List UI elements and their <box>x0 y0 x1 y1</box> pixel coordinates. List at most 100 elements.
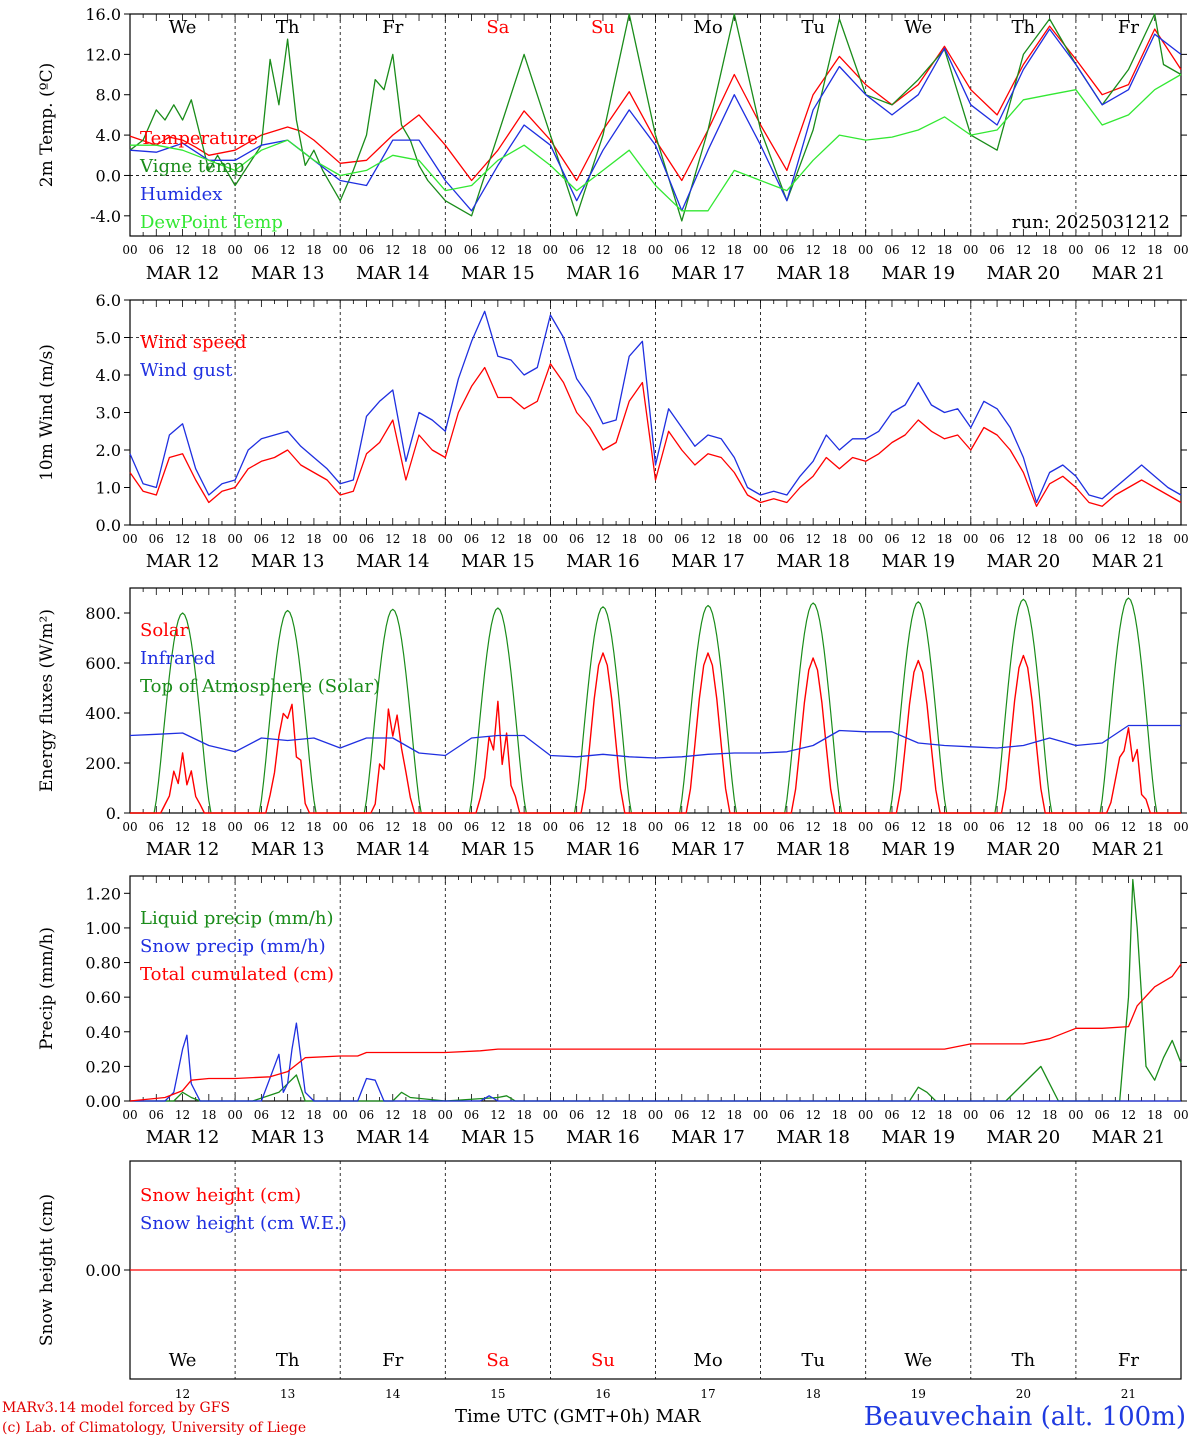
hour-tick-label: 18 <box>622 243 637 257</box>
hour-tick-label: 12 <box>806 243 821 257</box>
hour-tick-label: 06 <box>359 820 374 834</box>
legend-entry: Humidex <box>140 184 222 205</box>
y-tick-label: 0.00 <box>85 1261 121 1280</box>
date-label: MAR 14 <box>356 839 430 860</box>
date-label: MAR 21 <box>1092 839 1166 860</box>
legend-entry: Liquid precip (mm/h) <box>140 908 334 929</box>
day-number-label: 19 <box>911 1387 926 1401</box>
hour-tick-label: 18 <box>937 820 952 834</box>
weekday-label-bottom: We <box>904 1350 932 1371</box>
hour-tick-label: 06 <box>569 532 584 546</box>
hour-tick-label: 18 <box>201 1108 216 1122</box>
y-tick-label: 0. <box>106 804 121 823</box>
hour-tick-label: 18 <box>937 243 952 257</box>
hour-tick-label: 06 <box>779 532 794 546</box>
date-label: MAR 17 <box>671 263 745 284</box>
legend-entry: Temperature <box>140 128 258 149</box>
hour-tick-label: 18 <box>1147 243 1162 257</box>
weekday-label: Fr <box>382 17 403 38</box>
date-label: MAR 19 <box>881 1127 955 1148</box>
hour-tick-label: 12 <box>175 820 190 834</box>
weekday-label: Tu <box>801 17 825 38</box>
hour-tick-label: 06 <box>1095 820 1110 834</box>
y-tick-label: 4.0 <box>96 126 121 145</box>
date-label: MAR 13 <box>251 839 325 860</box>
hour-tick-label: 18 <box>411 532 426 546</box>
date-label: MAR 21 <box>1092 1127 1166 1148</box>
hour-tick-label: 06 <box>779 820 794 834</box>
hour-tick-label: 12 <box>490 1108 505 1122</box>
hour-tick-label: 18 <box>1147 532 1162 546</box>
panel-frame-2 <box>129 299 1182 526</box>
hour-tick-label: 12 <box>280 243 295 257</box>
hour-tick-label: 00 <box>227 1108 242 1122</box>
y-tick-label: 4.0 <box>96 366 121 385</box>
date-label: MAR 15 <box>461 551 535 572</box>
hour-tick-label: 18 <box>411 820 426 834</box>
hour-tick-label: 18 <box>201 820 216 834</box>
y-tick-label: 12.0 <box>85 45 121 64</box>
date-label: MAR 20 <box>987 263 1061 284</box>
hour-tick-label: 18 <box>516 532 531 546</box>
hour-tick-label: 00 <box>963 820 978 834</box>
hour-tick-label: 18 <box>727 532 742 546</box>
hour-tick-label: 18 <box>622 532 637 546</box>
legend-entry: DewPoint Temp <box>140 212 283 233</box>
hour-tick-label: 18 <box>306 532 321 546</box>
hour-tick-label: 12 <box>806 532 821 546</box>
solar-series <box>130 652 1181 814</box>
date-label: MAR 21 <box>1092 551 1166 572</box>
y-tick-label: 1.0 <box>96 479 121 498</box>
hour-tick-label: 18 <box>1042 1108 1057 1122</box>
precip-series-2 <box>129 963 1182 1102</box>
date-label: MAR 21 <box>1092 263 1166 284</box>
hour-tick-label: 12 <box>700 820 715 834</box>
hour-tick-label: 18 <box>937 532 952 546</box>
hour-tick-label: 00 <box>122 820 137 834</box>
legend-entry: Snow precip (mm/h) <box>140 936 326 957</box>
legend-entry: Snow height (cm) <box>140 1185 301 1206</box>
time-axis-title: Time UTC (GMT+0h) MAR <box>455 1406 701 1427</box>
hour-tick-label: 12 <box>1016 1108 1031 1122</box>
hour-tick-label: 12 <box>700 1108 715 1122</box>
hour-tick-label: 12 <box>1016 820 1031 834</box>
hour-tick-label: 00 <box>1173 243 1188 257</box>
hour-tick-label: 12 <box>175 532 190 546</box>
hour-tick-label: 18 <box>201 243 216 257</box>
hour-tick-label: 00 <box>543 243 558 257</box>
hour-tick-label: 06 <box>779 243 794 257</box>
date-label: MAR 19 <box>881 263 955 284</box>
legend-entry: Wind speed <box>140 332 246 353</box>
hour-tick-label: 00 <box>1068 1108 1083 1122</box>
day-number-label: 14 <box>385 1387 401 1401</box>
hour-tick-label: 12 <box>490 243 505 257</box>
infrared-series <box>129 724 1181 759</box>
hour-tick-label: 18 <box>516 820 531 834</box>
weekday-label-bottom: Fr <box>382 1350 403 1371</box>
wind-series-1 <box>129 310 1182 504</box>
panel-frame-3 <box>129 587 1182 814</box>
hour-tick-label: 12 <box>280 1108 295 1122</box>
date-label: MAR 17 <box>671 839 745 860</box>
hour-tick-label: 18 <box>306 820 321 834</box>
hour-tick-label: 06 <box>1095 243 1110 257</box>
legend-entry: Vigne temp <box>139 156 244 177</box>
hour-tick-label: 18 <box>411 1108 426 1122</box>
hour-tick-label: 12 <box>595 820 610 834</box>
y-tick-label: 0.80 <box>85 954 121 973</box>
weekday-label: Sa <box>486 17 509 38</box>
hour-tick-label: 00 <box>227 243 242 257</box>
date-label: MAR 19 <box>881 551 955 572</box>
hour-tick-label: 12 <box>806 1108 821 1122</box>
hour-tick-label: 06 <box>884 243 899 257</box>
hour-tick-label: 06 <box>464 532 479 546</box>
precip-series-1 <box>130 1022 1181 1102</box>
y-tick-label: 400. <box>85 704 121 723</box>
y-tick-label: 0.0 <box>96 516 121 535</box>
hour-tick-label: 06 <box>464 243 479 257</box>
hour-tick-label: 06 <box>254 1108 269 1122</box>
y-tick-label: 6.0 <box>96 291 121 310</box>
y-tick-label: 0.20 <box>85 1057 121 1076</box>
hour-tick-label: 00 <box>753 532 768 546</box>
